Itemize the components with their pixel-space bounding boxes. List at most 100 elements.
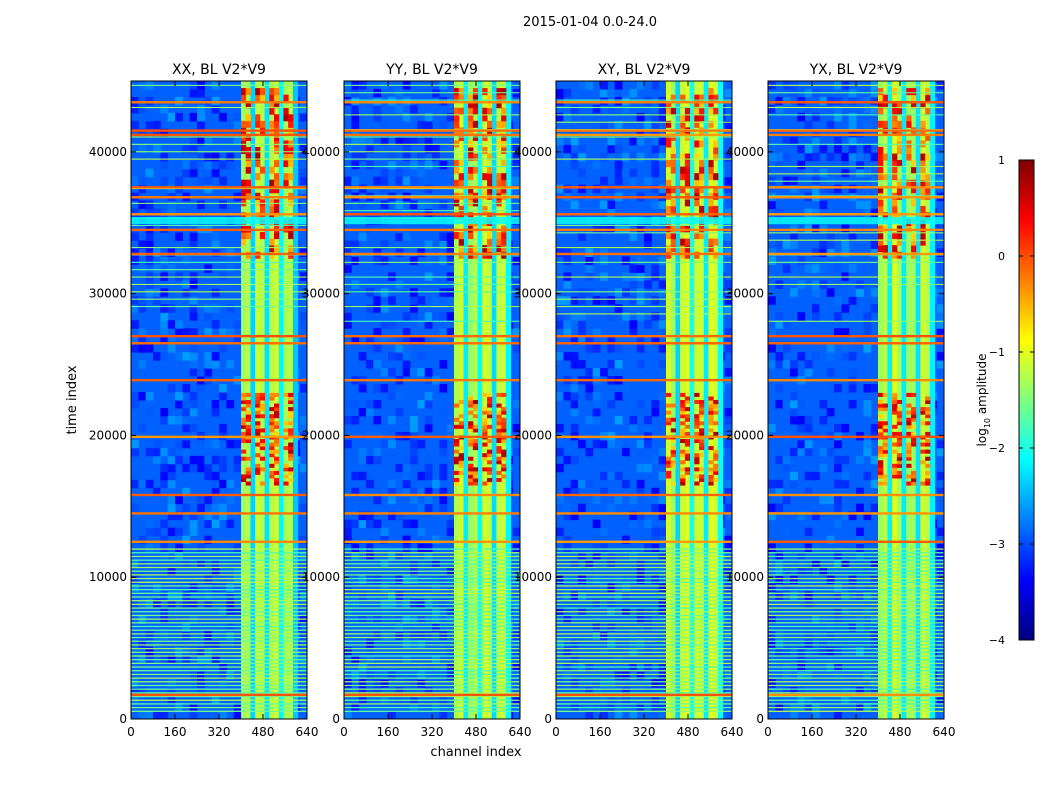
heatmap-cell — [131, 479, 139, 489]
heatmap-cell — [373, 447, 382, 457]
bright-row — [344, 252, 520, 256]
heatmap-cell — [145, 543, 154, 553]
heatmap-cell — [563, 280, 572, 289]
heatmap-cell — [432, 623, 440, 632]
heatmap-cell — [834, 551, 842, 560]
hot-cell — [241, 94, 247, 102]
bright-row — [556, 213, 732, 216]
hot-cell — [288, 400, 294, 405]
heatmap-cell — [189, 455, 198, 465]
heatmap-cell — [344, 240, 352, 249]
hot-cell — [882, 212, 888, 220]
hot-cell — [245, 428, 251, 433]
heatmap-cell — [131, 232, 139, 241]
heatmap-cell — [167, 248, 176, 257]
heatmap-cell — [373, 400, 382, 409]
heatmap-cell — [410, 551, 418, 560]
heatmap-cell — [790, 447, 798, 457]
heatmap-cell — [812, 264, 820, 273]
time-stripe — [131, 600, 307, 602]
heatmap-cell — [138, 711, 147, 719]
heatmap-cell — [204, 599, 213, 608]
heatmap-cell — [563, 647, 572, 656]
time-stripe — [344, 114, 520, 116]
heatmap-cell — [936, 152, 944, 162]
heatmap-cell — [841, 168, 850, 178]
heatmap-cell — [614, 81, 623, 90]
heatmap-cell — [856, 487, 864, 497]
time-stripe — [344, 202, 520, 204]
heatmap-cell — [233, 575, 242, 584]
time-stripe — [131, 283, 307, 285]
heatmap-cell — [826, 384, 835, 393]
time-stripe — [556, 614, 732, 617]
heatmap-cell — [819, 647, 828, 656]
heatmap-cell — [410, 423, 418, 433]
hot-cell — [882, 153, 888, 161]
heatmap-cell — [432, 583, 440, 592]
heatmap-cell — [351, 112, 360, 122]
heatmap-cell — [826, 232, 835, 241]
heatmap-cell — [432, 575, 440, 584]
heatmap-cell — [870, 455, 879, 465]
heatmap-cell — [424, 551, 433, 560]
heatmap-cell — [175, 392, 183, 401]
heatmap-cell — [790, 687, 798, 696]
hot-cell — [699, 400, 705, 405]
hot-cell — [708, 460, 714, 465]
hot-cell — [680, 120, 686, 128]
hot-cell — [694, 481, 700, 486]
heatmap-cell — [446, 527, 455, 537]
heatmap-cell — [351, 336, 360, 345]
heatmap-cell — [388, 176, 396, 186]
heatmap-cell — [388, 296, 396, 305]
hot-cell — [911, 94, 917, 102]
heatmap-cell — [344, 415, 352, 425]
heatmap-cell — [366, 543, 374, 553]
time-stripe — [344, 210, 520, 212]
hot-cell — [458, 414, 464, 419]
hot-cell — [906, 179, 912, 187]
hot-cell — [699, 179, 705, 187]
heatmap-cell — [848, 232, 857, 241]
time-stripe — [556, 581, 732, 583]
heatmap-cell — [724, 280, 732, 289]
time-stripe — [344, 559, 520, 561]
heatmap-cell — [432, 535, 440, 545]
hot-cell — [882, 403, 888, 408]
hot-cell — [501, 238, 507, 246]
hot-cell — [925, 410, 931, 415]
heatmap-cell — [563, 392, 572, 401]
time-stripe — [344, 143, 520, 145]
heatmap-cell — [138, 599, 147, 608]
heatmap-cell — [629, 711, 638, 719]
heatmap-cell — [211, 471, 220, 481]
heatmap-cell — [607, 104, 616, 114]
heatmap-cell — [812, 471, 820, 481]
heatmap-cell — [351, 487, 360, 497]
hot-cell — [274, 101, 280, 109]
heatmap-cell — [299, 503, 307, 513]
hot-cell — [713, 431, 719, 436]
hot-cell — [496, 438, 502, 444]
bright-row — [344, 693, 520, 697]
hot-cell — [496, 173, 502, 181]
hot-cell — [255, 173, 261, 181]
hot-cell — [896, 410, 903, 415]
heatmap-cell — [175, 527, 183, 537]
hot-cell — [245, 417, 251, 422]
hot-cell — [699, 114, 705, 122]
heatmap-cell — [410, 288, 418, 297]
heatmap-cell — [658, 599, 667, 608]
time-stripe — [768, 600, 944, 602]
hot-cell — [708, 474, 714, 479]
heatmap-cell — [724, 439, 732, 449]
hot-cell — [680, 407, 686, 412]
hot-cell — [920, 442, 926, 447]
time-stripe — [556, 706, 732, 709]
heatmap-cell — [812, 671, 820, 680]
band-column — [670, 81, 676, 719]
heatmap-cell — [622, 288, 630, 297]
hot-cell — [708, 446, 714, 451]
hot-cell — [269, 94, 275, 102]
